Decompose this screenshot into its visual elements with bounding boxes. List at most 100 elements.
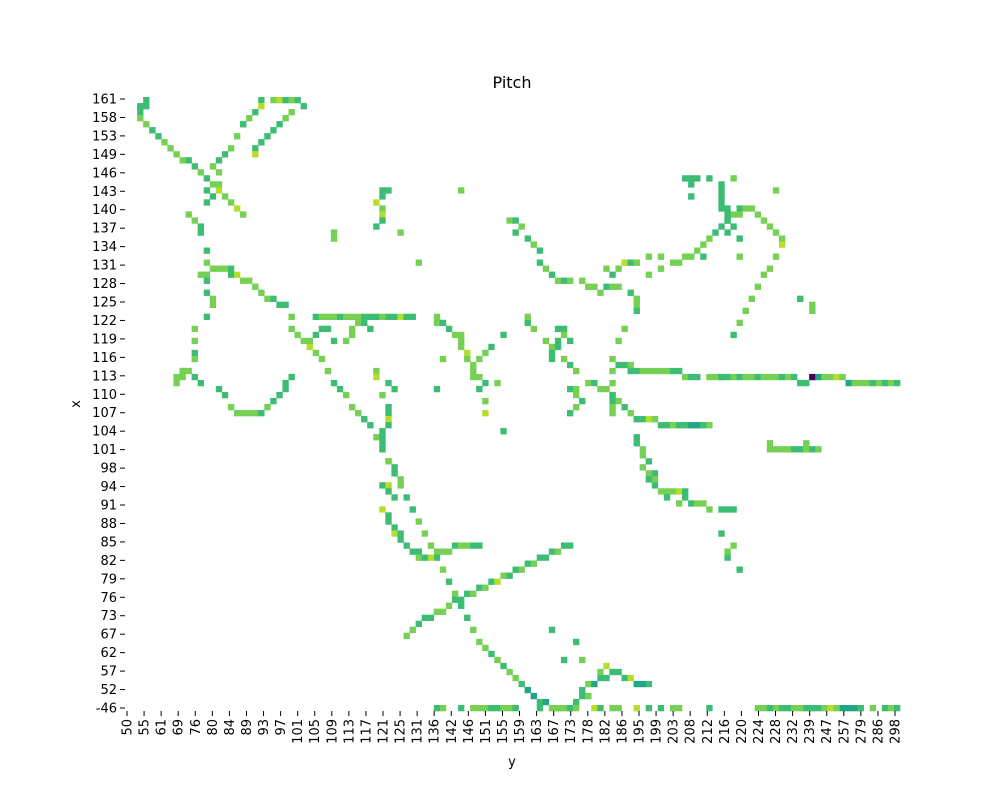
heatmap-cell xyxy=(766,223,774,230)
heatmap-cell xyxy=(791,373,798,381)
heatmap-cell xyxy=(700,500,707,507)
heatmap-cell xyxy=(645,470,653,477)
heatmap-cell xyxy=(240,121,247,128)
heatmap-cell xyxy=(615,361,622,369)
heatmap-cell xyxy=(488,343,495,351)
heatmap-cell xyxy=(373,367,380,375)
heatmap-cell xyxy=(657,422,665,429)
x-tick-label: 224 xyxy=(752,719,767,744)
heatmap-cell xyxy=(300,337,307,345)
heatmap-cell xyxy=(754,704,762,712)
heatmap-cell xyxy=(633,416,640,423)
x-tick-label: 113 xyxy=(342,719,357,744)
heatmap-cell xyxy=(391,494,398,501)
heatmap-cell xyxy=(318,355,326,363)
heatmap-cell xyxy=(433,554,441,561)
heatmap-cell xyxy=(439,566,447,573)
heatmap-cell xyxy=(591,680,598,688)
y-tick-label: 122 xyxy=(92,314,117,329)
heatmap-cell xyxy=(500,662,507,670)
heatmap-cell xyxy=(560,704,568,712)
heatmap-cell xyxy=(566,704,574,712)
heatmap-cell xyxy=(633,307,640,315)
heatmap-cell xyxy=(379,440,386,447)
heatmap-cell xyxy=(675,367,683,375)
heatmap-cell xyxy=(548,349,556,357)
heatmap-cell xyxy=(221,265,229,272)
heatmap-cell xyxy=(318,313,326,321)
heatmap-cell xyxy=(736,373,743,381)
heatmap-cell xyxy=(385,482,392,489)
heatmap-cell xyxy=(748,205,755,212)
heatmap-cell xyxy=(342,391,350,399)
heatmap-cell xyxy=(155,133,162,140)
heatmap-cell xyxy=(760,373,768,381)
heatmap-cell xyxy=(554,704,562,712)
heatmap-cell xyxy=(694,373,701,381)
heatmap-cell xyxy=(615,265,622,272)
heatmap-cell xyxy=(560,355,568,363)
heatmap-cell xyxy=(560,656,568,664)
y-tick-label: 116 xyxy=(92,351,117,366)
heatmap-cell xyxy=(458,596,465,603)
heatmap-cell xyxy=(797,295,804,302)
heatmap-cell xyxy=(573,704,580,712)
heatmap-cell xyxy=(809,301,816,308)
heatmap-cell xyxy=(803,440,810,447)
x-tick-label: 80 xyxy=(206,719,221,736)
heatmap-cell xyxy=(203,277,211,284)
heatmap-cell xyxy=(227,271,235,278)
heatmap-cell xyxy=(397,229,404,236)
heatmap-cell xyxy=(191,355,198,363)
heatmap-cell xyxy=(784,446,792,453)
y-tick-label: 153 xyxy=(92,129,117,144)
heatmap-cell xyxy=(240,410,247,417)
heatmap-cell xyxy=(215,169,223,176)
heatmap-cell xyxy=(560,542,568,549)
heatmap-cell xyxy=(433,319,441,327)
heatmap-cell xyxy=(893,379,901,387)
heatmap-cell xyxy=(609,404,616,411)
heatmap-cell xyxy=(379,428,386,435)
heatmap-cell xyxy=(627,410,634,417)
heatmap-cell xyxy=(833,704,840,712)
y-tick-label: 98 xyxy=(100,462,117,477)
heatmap-cell xyxy=(185,211,192,218)
heatmap-cell xyxy=(506,704,513,712)
heatmap-cell xyxy=(464,590,471,597)
heatmap-cell xyxy=(203,247,211,254)
heatmap-cell xyxy=(554,337,562,345)
x-tick-label: 117 xyxy=(359,719,374,744)
heatmap-cell xyxy=(675,259,683,266)
heatmap-cell xyxy=(663,494,671,501)
heatmap-cell xyxy=(391,313,398,321)
heatmap-cell xyxy=(433,608,441,615)
heatmap-cell xyxy=(803,704,810,712)
heatmap-cell xyxy=(772,446,780,453)
heatmap-cell xyxy=(312,349,320,357)
heatmap-cell xyxy=(718,187,725,194)
heatmap-cell xyxy=(476,638,483,646)
heatmap-cell xyxy=(476,584,483,591)
heatmap-cell xyxy=(573,391,580,399)
heatmap-cell xyxy=(233,205,241,212)
heatmap-cell xyxy=(506,217,513,224)
heatmap-cell xyxy=(391,530,398,537)
x-tick-label: 279 xyxy=(854,719,869,744)
heatmap-cell xyxy=(887,704,895,712)
x-tick-label: 101 xyxy=(291,719,306,744)
heatmap-cell xyxy=(682,422,689,429)
heatmap-cell xyxy=(730,373,737,381)
heatmap-cell xyxy=(282,379,289,387)
heatmap-cell xyxy=(367,422,374,429)
heatmap-cell xyxy=(627,259,634,266)
heatmap-cell xyxy=(433,385,441,393)
heatmap-cell xyxy=(633,295,640,302)
heatmap-cell xyxy=(391,464,398,471)
heatmap-cell xyxy=(209,295,217,302)
x-tick-label: 232 xyxy=(786,719,801,744)
heatmap-cell xyxy=(276,121,283,128)
heatmap-cell xyxy=(143,97,150,104)
heatmap-cell xyxy=(821,373,828,381)
x-tick-label: 89 xyxy=(240,719,255,736)
